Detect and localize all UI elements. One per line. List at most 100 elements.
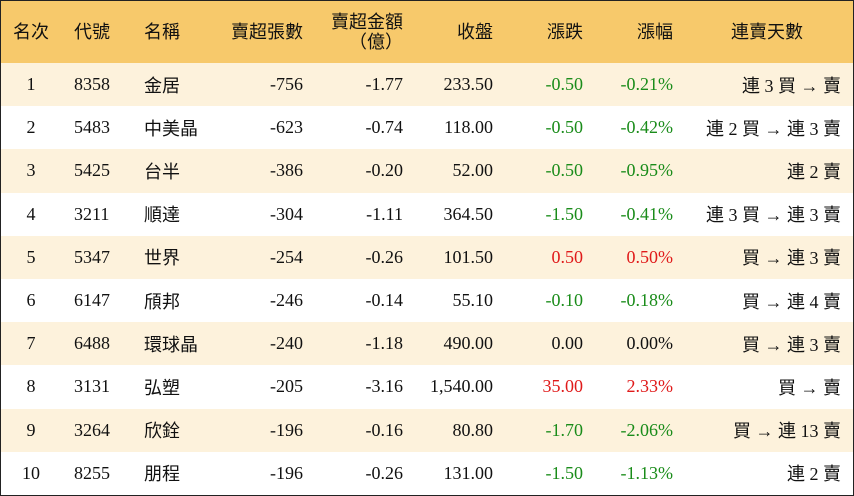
table-row: 3 5425 台半 -386 -0.20 52.00 -0.50 -0.95% 連 2 賣 [1,149,853,193]
cell-text: 80.80 [452,419,494,440]
table-cell: -623 [211,106,311,149]
cell-text: 7 [26,333,36,354]
table-cell: 2 [1,106,61,149]
cell-text: -0.50 [545,160,584,181]
table-cell: -0.26 [311,452,411,495]
table-cell: 4 [1,193,61,236]
cell-text: 490.00 [443,333,494,354]
cell-text: 4 [26,203,36,224]
table-cell: -0.21% [591,63,681,106]
header-text: 代號 [74,22,110,42]
cell-text: 55.10 [452,290,494,311]
table-cell: -0.20 [311,149,411,192]
cell-text: 買 → 賣 [778,377,841,398]
table-cell: 8358 [61,63,131,106]
table-cell: -196 [211,409,311,452]
cell-text: 5347 [74,246,110,267]
table-cell: -0.18% [591,279,681,322]
table-cell: 買 → 連 3 賣 [681,322,853,365]
header-cell: 連賣天數 [681,1,853,63]
table-cell: 5 [1,236,61,279]
table-cell: 490.00 [411,322,501,365]
cell-text: 6488 [74,333,110,354]
table-cell: 3211 [61,193,131,236]
cell-text: 3 [26,160,36,181]
cell-text: -205 [270,376,303,397]
cell-text: -246 [270,290,303,311]
cell-text: -1.50 [545,462,584,483]
table-cell: 朋程 [131,452,211,495]
table-cell: 環球晶 [131,322,211,365]
table-cell: 金居 [131,63,211,106]
cell-text: 0.50 [551,246,584,267]
table-cell: 233.50 [411,63,501,106]
cell-text: -756 [270,74,303,95]
table-body: 1 8358 金居 -756 -1.77 233.50 -0.50 -0.21% 連 3 買 →… [1,63,853,495]
header-row: 名次 代號 名稱 賣超張數 賣超金額 （億） 收盤 漲跌 漲幅 連賣天數 [1,1,853,63]
cell-text: -0.74 [365,117,404,138]
cell-text: -254 [270,246,303,267]
cell-text: 弘塑 [144,377,180,398]
table-row: 1 8358 金居 -756 -1.77 233.50 -0.50 -0.21% 連 3 買 →… [1,63,853,107]
cell-text: -1.77 [365,74,404,95]
cell-text: 順達 [144,205,180,226]
table-cell: -756 [211,63,311,106]
table-cell: -0.50 [501,149,591,192]
table-cell: 1 [1,63,61,106]
table-cell: 5347 [61,236,131,279]
cell-text: 2 [26,117,36,138]
table-cell: -254 [211,236,311,279]
cell-text: 1 [26,74,36,95]
table-cell: -240 [211,322,311,365]
cell-text: 5483 [74,117,110,138]
table-cell: -1.70 [501,409,591,452]
cell-text: 環球晶 [144,334,198,355]
table-cell: -205 [211,365,311,408]
cell-text: 101.50 [443,246,494,267]
cell-text: -0.42% [620,117,674,138]
table-cell: 8 [1,365,61,408]
cell-text: 台半 [144,161,180,182]
cell-text: -0.20 [365,160,404,181]
table-row: 6 6147 頎邦 -246 -0.14 55.10 -0.10 -0.18% 買 → 連 4 … [1,279,853,322]
cell-text: -0.41% [620,203,674,224]
table-cell: 7 [1,322,61,365]
cell-text: 6147 [74,290,110,311]
table-cell: 6147 [61,279,131,322]
header-cell: 漲幅 [591,1,681,63]
table-cell: -1.50 [501,452,591,495]
table-cell: 101.50 [411,236,501,279]
cell-text: -0.95% [620,160,674,181]
cell-text: -1.13% [620,462,674,483]
cell-text: 5425 [74,160,110,181]
table-cell: 連 2 賣 [681,452,853,495]
header-cell: 賣超金額 （億） [311,1,411,63]
table-cell: 1,540.00 [411,365,501,408]
header-text: 賣超張數 [231,22,303,42]
table-cell: 3264 [61,409,131,452]
cell-text: 3264 [74,419,110,440]
cell-text: -1.70 [545,419,584,440]
table-cell: 中美晶 [131,106,211,149]
cell-text: 233.50 [443,74,494,95]
cell-text: 0.00 [551,333,584,354]
table-cell: 131.00 [411,452,501,495]
table-cell: -0.50 [501,63,591,106]
table-cell: 連 3 買 → 連 3 賣 [681,193,853,236]
header-cell: 收盤 [411,1,501,63]
cell-text: 2.33% [626,376,674,397]
header-cell: 代號 [61,1,131,63]
header-cell: 漲跌 [501,1,591,63]
cell-text: 欣銓 [144,421,180,442]
cell-text: -0.26 [365,246,404,267]
table-cell: 6488 [61,322,131,365]
table-cell: 118.00 [411,106,501,149]
cell-text: 8255 [74,462,110,483]
cell-text: -0.14 [365,290,404,311]
table-cell: 8255 [61,452,131,495]
header-text: 賣超金額 [331,12,403,32]
table-cell: -0.95% [591,149,681,192]
cell-text: 買 → 連 4 賣 [742,291,841,312]
cell-text: -3.16 [365,376,404,397]
